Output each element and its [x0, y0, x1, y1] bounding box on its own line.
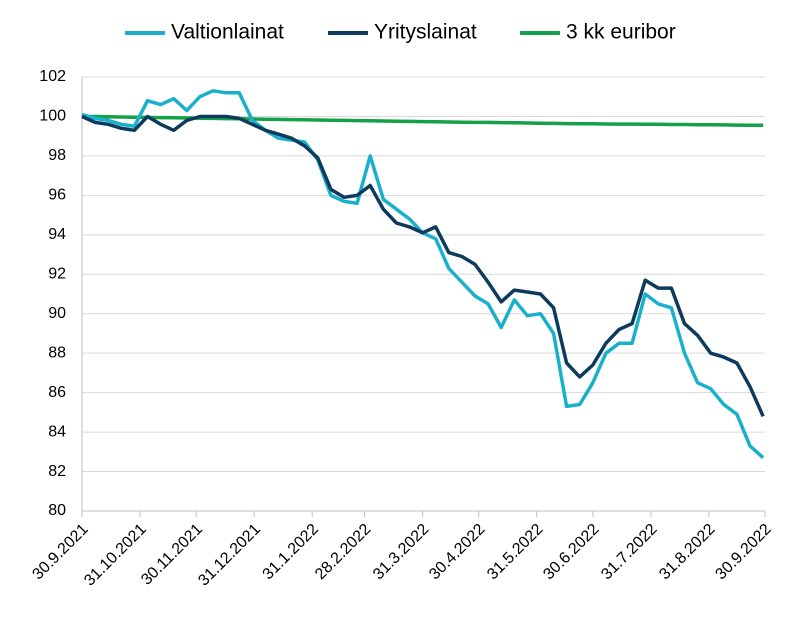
y-tick-label: 82 [48, 463, 66, 480]
x-tick-label: 31.3.2022 [370, 521, 432, 583]
legend-label: 3 kk euribor [566, 21, 676, 44]
x-tick-label: 31.7.2022 [598, 521, 660, 583]
x-tick-label: 30.4.2022 [426, 521, 488, 583]
y-tick-label: 100 [39, 108, 66, 125]
y-tick-label: 80 [48, 502, 66, 519]
y-tick-label: 96 [48, 187, 66, 204]
x-tick-label: 31.5.2022 [484, 521, 546, 583]
x-tick-label: 31.1.2022 [260, 521, 322, 583]
legend-label: Valtionlainat [171, 21, 284, 44]
y-tick-label: 90 [48, 305, 66, 322]
x-tick-label: 30.9.2021 [29, 521, 91, 583]
x-tick-label: 30.9.2022 [712, 521, 774, 583]
x-tick-label: 30.6.2022 [540, 521, 602, 583]
y-tick-label: 92 [48, 265, 66, 282]
x-tick-label: 31.8.2022 [656, 521, 718, 583]
y-tick-label: 88 [48, 344, 66, 361]
y-tick-label: 94 [48, 226, 66, 243]
x-tick-label: 31.12.2021 [195, 521, 264, 590]
y-tick-label: 98 [48, 147, 66, 164]
y-tick-label: 102 [39, 68, 66, 85]
legend-label: Yrityslainat [374, 21, 477, 44]
y-tick-label: 84 [48, 423, 66, 440]
y-tick-label: 86 [48, 384, 66, 401]
series-line [81, 114, 765, 418]
x-tick-label: 28.2.2022 [312, 521, 374, 583]
